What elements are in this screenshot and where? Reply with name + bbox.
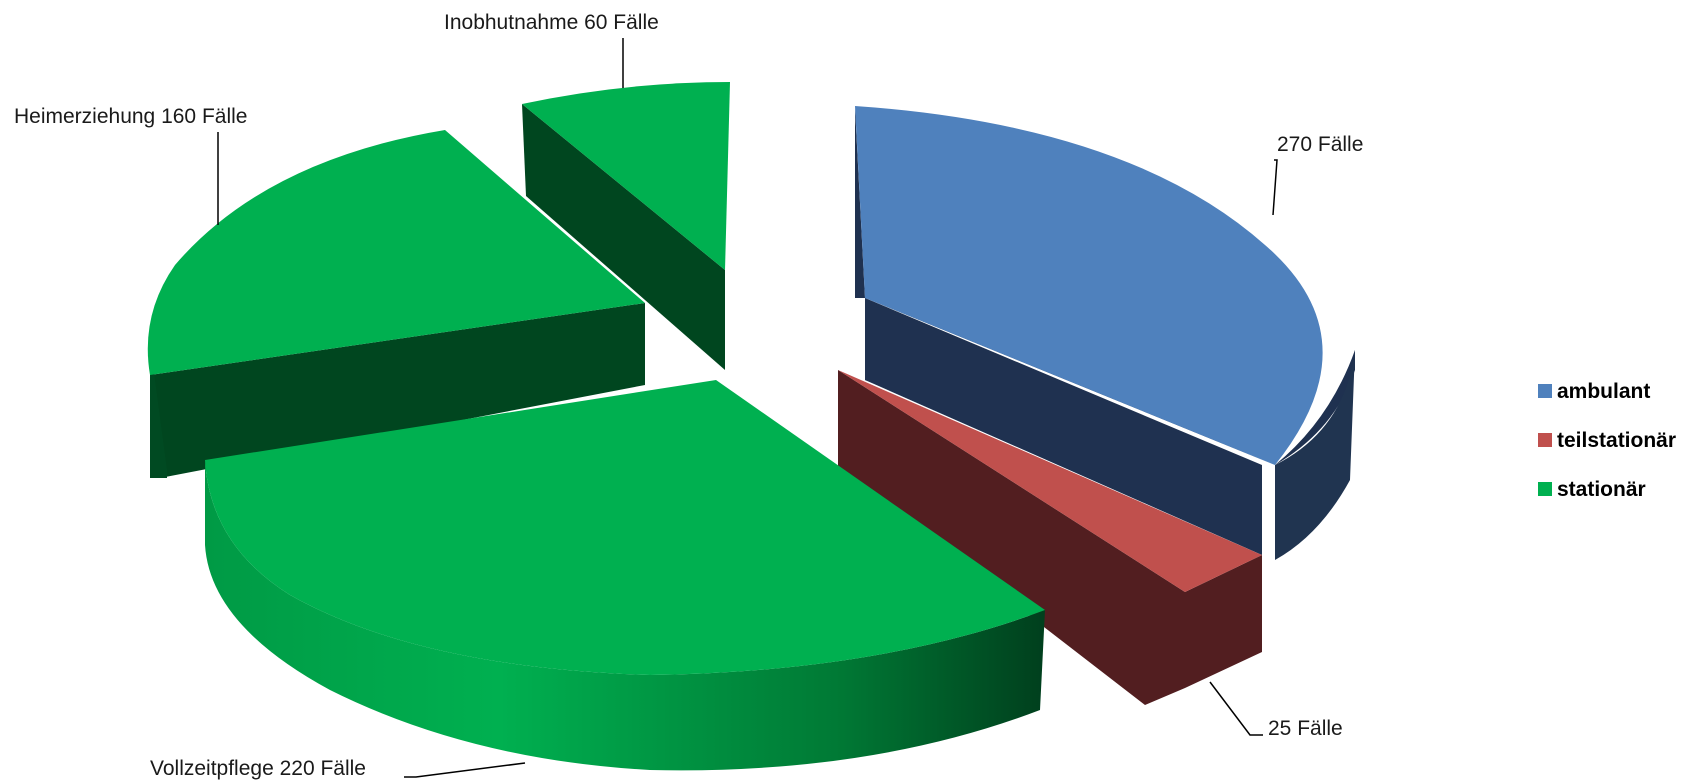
slice-ambulant-depth (865, 298, 1355, 560)
legend-label-teilstationaer: teilstationär (1557, 429, 1676, 452)
label-teilstationaer: 25 Fälle (1268, 717, 1343, 740)
slice-teilstationaer-top (838, 370, 1262, 592)
label-vollzeitpflege: Vollzeitpflege 220 Fälle (150, 757, 366, 780)
slice-inobhutnahme-top (522, 82, 730, 270)
legend-label-stationaer: stationär (1557, 478, 1646, 501)
legend-swatch-stationaer (1538, 482, 1552, 496)
label-ambulant: 270 Fälle (1277, 133, 1363, 156)
legend: ambulant teilstationär stationär (1538, 380, 1676, 501)
slice-inobhutnahme-side (522, 104, 725, 370)
slice-ambulant-front (865, 298, 1262, 555)
slice-heimerziehung-sideleft (150, 330, 167, 478)
slice-heimerziehung (147, 130, 645, 478)
slice-vollzeitpflege-side (205, 460, 1045, 771)
leader-lines (217, 38, 1278, 778)
slice-vollzeitpflege (205, 380, 1045, 771)
slice-teilstationaer (838, 370, 1262, 705)
slice-inobhutnahme (522, 82, 730, 370)
leader-teilstationaer (1209, 681, 1263, 736)
label-inobhutnahme: Inobhutnahme 60 Fälle (444, 11, 659, 34)
data-labels: Inobhutnahme 60 Fälle Heimerziehung 160 … (14, 11, 1363, 780)
legend-label-ambulant: ambulant (1557, 380, 1650, 403)
slice-ambulant-top (855, 106, 1323, 465)
slice-vollzeitpflege-top (205, 380, 1045, 675)
label-heimerziehung: Heimerziehung 160 Fälle (14, 105, 247, 128)
slice-heimerziehung-top (147, 130, 645, 375)
legend-swatch-ambulant (1538, 384, 1552, 398)
slice-teilstationaer-side (838, 370, 1262, 705)
slice-heimerziehung-side (150, 303, 645, 478)
slice-ambulant (855, 106, 1355, 560)
leader-ambulant (1272, 159, 1278, 216)
legend-swatch-teilstationaer (1538, 433, 1552, 447)
leader-vollzeitpflege (404, 762, 526, 778)
